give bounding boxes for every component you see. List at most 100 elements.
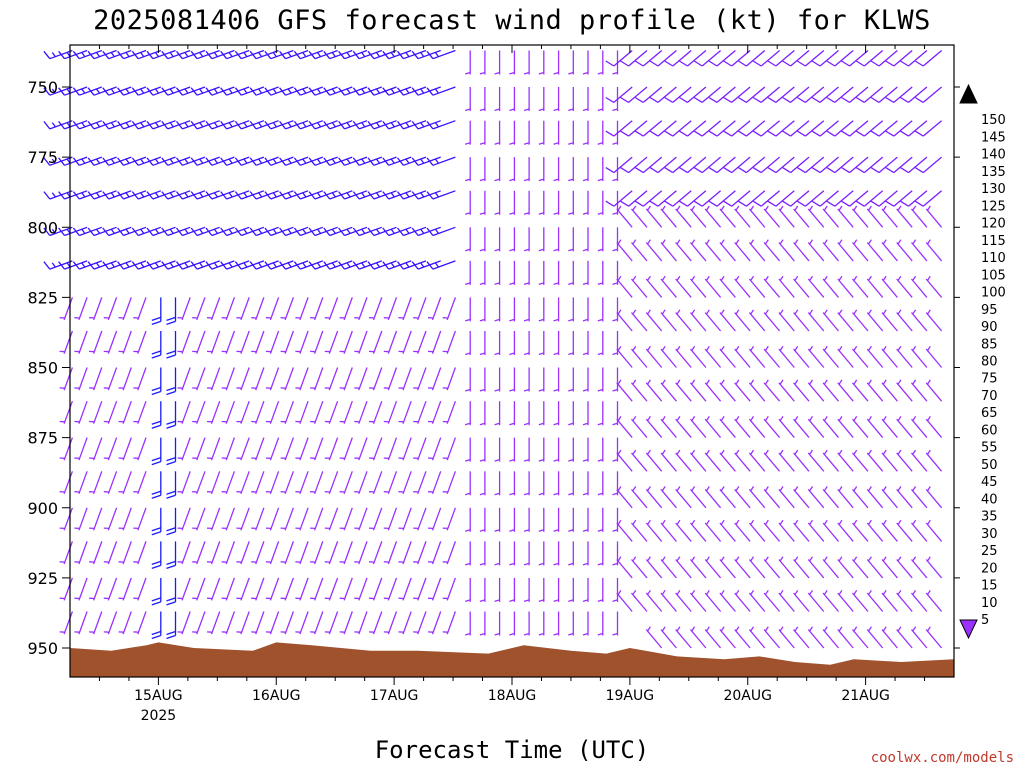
barb-staff (896, 488, 913, 509)
barb-half-flag (853, 449, 858, 455)
terrain-area (70, 642, 954, 677)
barb-full-flag (87, 227, 95, 236)
barb-staff (834, 50, 854, 67)
barb-half-flag (523, 388, 530, 392)
barb-staff (701, 156, 722, 174)
wind-barb (118, 471, 132, 495)
wind-barb (690, 309, 707, 332)
barb-staff (269, 471, 280, 495)
wind-barb (177, 400, 191, 424)
barb-staff (925, 559, 943, 579)
barb-full-flag (885, 130, 895, 137)
barb-staff (343, 471, 353, 495)
barb-staff (616, 382, 633, 402)
barb-staff (431, 437, 442, 461)
barb-full-flag (102, 120, 110, 130)
wind-barb (881, 449, 898, 472)
barb-full-flag (102, 157, 110, 166)
barb-staff (107, 471, 118, 495)
barb-staff (719, 629, 736, 649)
barb-half-flag (912, 379, 917, 385)
barb-half-flag (661, 416, 666, 422)
barb-full-flag (293, 227, 301, 236)
wind-barb (660, 416, 677, 439)
barb-half-flag (523, 599, 530, 603)
barb-staff (63, 471, 74, 495)
barb-staff (616, 348, 633, 368)
barb-half-flag (897, 589, 902, 596)
wind-barb (645, 416, 663, 439)
wind-barb (118, 577, 132, 601)
barb-half-flag (479, 632, 486, 636)
wind-barb (605, 156, 633, 174)
barb-half-flag (272, 192, 277, 198)
barb-full-flag (190, 120, 198, 130)
wind-barb (582, 401, 589, 426)
barb-staff (852, 242, 869, 262)
barb-half-flag (287, 228, 292, 234)
wind-barb (645, 309, 663, 332)
barb-staff (675, 418, 692, 439)
barb-staff (704, 522, 722, 542)
wind-barb (612, 507, 619, 532)
barb-staff (925, 629, 943, 649)
wind-barb (793, 486, 810, 509)
barb-half-flag (509, 529, 515, 532)
barb-full-flag (72, 227, 80, 236)
barb-half-flag (720, 345, 725, 351)
barb-half-flag (346, 52, 351, 58)
wind-barb (413, 437, 427, 461)
barb-full-flag (708, 60, 718, 67)
barb-half-flag (568, 388, 574, 392)
wind-barb (866, 379, 884, 402)
barb-half-flag (479, 458, 486, 462)
barb-half-flag (867, 626, 872, 632)
barb-half-flag (897, 345, 902, 351)
wind-barb (354, 400, 368, 424)
barb-staff (807, 452, 825, 472)
wind-barb (465, 611, 471, 636)
barb-half-flag (125, 52, 130, 58)
barb-half-flag (465, 71, 471, 75)
barb-full-flag (367, 191, 375, 200)
barb-half-flag (779, 275, 784, 281)
wind-barb (192, 330, 206, 354)
wind-barb (494, 401, 501, 426)
barb-staff (925, 278, 943, 298)
barb-full-flag (72, 87, 80, 96)
wind-barb (166, 297, 177, 326)
wind-barb (763, 556, 781, 579)
barb-staff (616, 312, 633, 332)
wind-barb (852, 205, 869, 228)
barb-half-flag (838, 379, 843, 385)
wind-barb (479, 260, 486, 286)
barb-staff (690, 452, 707, 472)
barb-full-flag (166, 531, 176, 536)
barb-full-flag (161, 191, 169, 200)
barb-full-flag (708, 167, 718, 174)
barb-half-flag (897, 519, 902, 525)
barb-full-flag (782, 130, 791, 137)
barb-staff (701, 190, 722, 207)
barb-staff (793, 382, 810, 402)
barb-staff (210, 297, 221, 321)
barb-staff (284, 330, 295, 354)
colorbar-label: 150 (981, 113, 1006, 128)
barb-staff (822, 348, 839, 368)
wind-barb (553, 120, 560, 145)
wind-barb (568, 471, 574, 496)
barb-half-flag (361, 192, 366, 198)
barb-full-flag (264, 227, 272, 236)
barb-full-flag (151, 597, 162, 602)
wind-barb (568, 437, 574, 462)
barb-full-flag (175, 87, 183, 96)
barb-half-flag (420, 52, 425, 58)
wind-barb (324, 577, 339, 601)
barb-full-flag (249, 261, 257, 270)
barb-staff (819, 156, 839, 174)
barb-half-flag (897, 626, 902, 632)
barb-staff (837, 592, 854, 612)
barb-full-flag (855, 200, 865, 207)
barb-full-flag (151, 494, 162, 499)
barb-half-flag (494, 562, 500, 566)
